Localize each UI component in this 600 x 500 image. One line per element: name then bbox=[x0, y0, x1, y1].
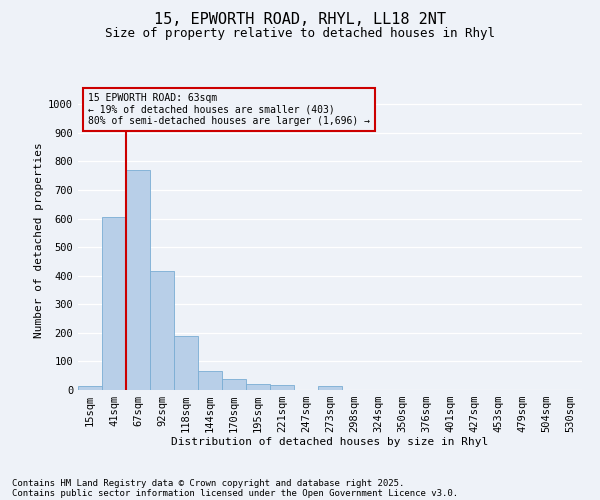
Text: 15 EPWORTH ROAD: 63sqm
← 19% of detached houses are smaller (403)
80% of semi-de: 15 EPWORTH ROAD: 63sqm ← 19% of detached… bbox=[88, 93, 370, 126]
Y-axis label: Number of detached properties: Number of detached properties bbox=[34, 142, 44, 338]
Bar bbox=[198, 370, 222, 390]
Bar bbox=[126, 170, 150, 390]
Text: 15, EPWORTH ROAD, RHYL, LL18 2NT: 15, EPWORTH ROAD, RHYL, LL18 2NT bbox=[154, 12, 446, 28]
Text: Contains HM Land Registry data © Crown copyright and database right 2025.: Contains HM Land Registry data © Crown c… bbox=[12, 478, 404, 488]
X-axis label: Distribution of detached houses by size in Rhyl: Distribution of detached houses by size … bbox=[172, 436, 488, 446]
Bar bbox=[246, 384, 270, 390]
Text: Size of property relative to detached houses in Rhyl: Size of property relative to detached ho… bbox=[105, 28, 495, 40]
Bar bbox=[150, 272, 174, 390]
Bar bbox=[270, 385, 294, 390]
Bar bbox=[318, 386, 342, 390]
Bar bbox=[174, 336, 198, 390]
Bar bbox=[102, 217, 126, 390]
Bar bbox=[222, 378, 246, 390]
Text: Contains public sector information licensed under the Open Government Licence v3: Contains public sector information licen… bbox=[12, 488, 458, 498]
Bar bbox=[78, 386, 102, 390]
